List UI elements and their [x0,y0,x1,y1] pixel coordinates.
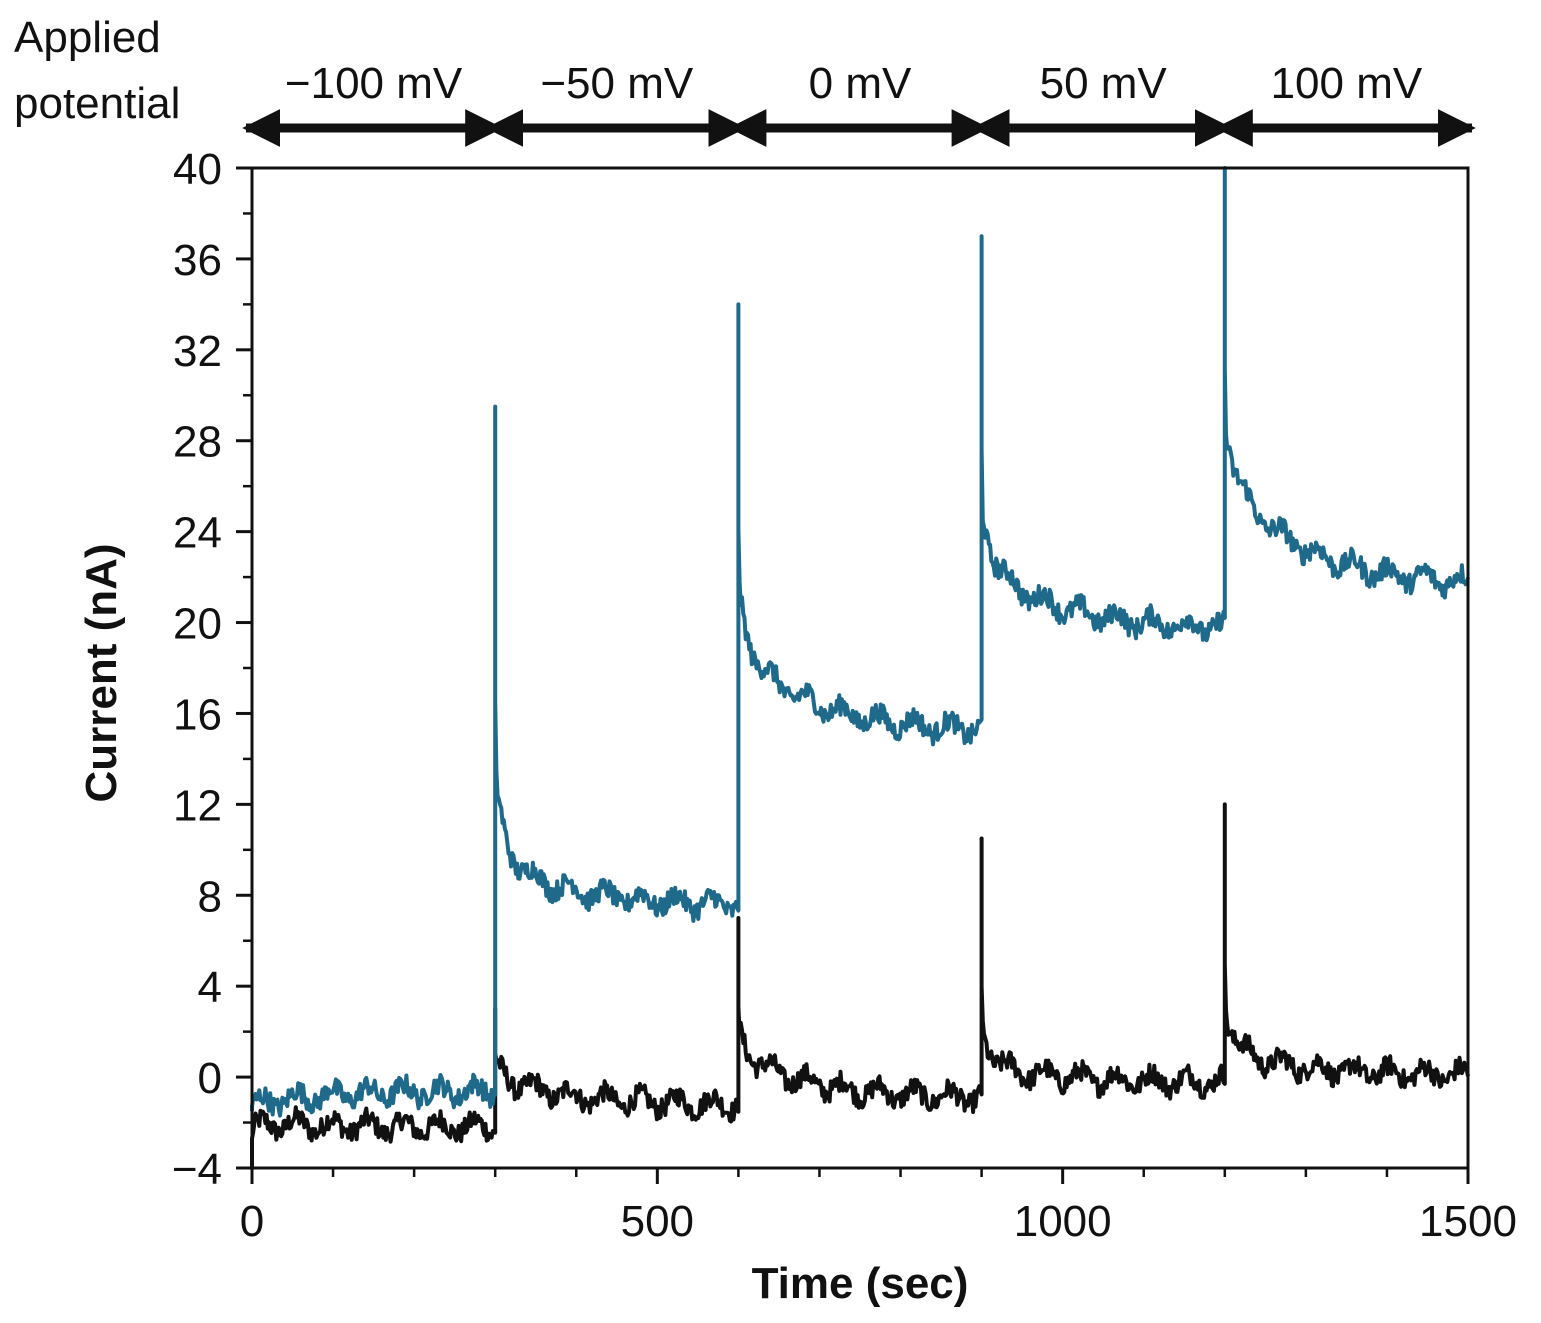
y-tick-label: 24 [173,509,222,558]
x-tick-label: 1000 [1014,1197,1112,1246]
potential-bands: −100 mV −50 mV 0 mV 50 mV 100 mV [242,59,1476,147]
y-tick-label: 36 [173,236,222,285]
series-line-black [250,802,1470,1168]
series-layer [250,166,1470,1168]
y-tick-label: 16 [173,690,222,739]
y-tick-label: 12 [173,781,222,830]
y-tick-label: 0 [198,1054,222,1103]
x-axis-title: Time (sec) [752,1259,969,1308]
potential-band-label: 50 mV [1040,59,1168,108]
y-tick-label: 28 [173,418,222,467]
potential-band-label: −100 mV [285,59,463,108]
x-tick-label: 0 [240,1197,264,1246]
plot-area-frame [250,166,1470,1170]
potential-band-label: 100 mV [1271,59,1423,108]
potential-band-label: −50 mV [540,59,694,108]
applied-title-line-1: Applied [14,13,161,62]
applied-title-line-2: potential [14,79,180,128]
axis-ticks: −4 0 4 8 12 16 20 24 28 32 36 40 0 500 1000 1500 [172,145,1517,1246]
y-tick-label: 8 [198,872,222,921]
potential-band-label: 0 mV [809,59,912,108]
y-tick-label: 4 [198,963,222,1012]
y-tick-label: 32 [173,327,222,376]
y-tick-label: 20 [173,600,222,649]
y-tick-label: −4 [172,1145,222,1194]
x-tick-label: 500 [621,1197,694,1246]
applied-potential-title: Applied potential [14,13,180,128]
x-tick-label: 1500 [1419,1197,1517,1246]
y-axis-title: Current (nA) [77,543,126,802]
y-tick-label: 40 [173,145,222,194]
series-line-blue [250,166,1470,1118]
